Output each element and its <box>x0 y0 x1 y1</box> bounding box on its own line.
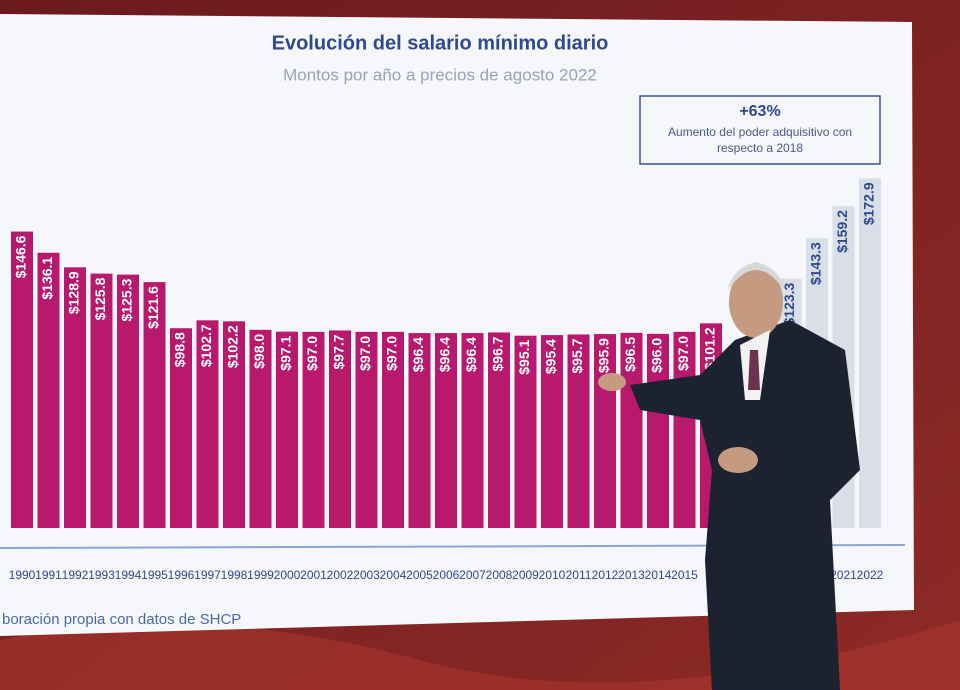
value-label: $143.3 <box>808 242 824 285</box>
value-label: $128.9 <box>66 271 82 314</box>
bar <box>461 333 484 528</box>
bar <box>64 267 86 528</box>
x-tick-label: 1993 <box>88 568 115 582</box>
x-tick-label: 2005 <box>406 568 433 582</box>
x-tick-label: 1990 <box>9 568 36 582</box>
bar <box>435 333 457 528</box>
x-tick-label: 2012 <box>592 568 619 582</box>
x-tick-label: 2011 <box>566 568 592 582</box>
value-label: $96.4 <box>437 337 453 372</box>
bar <box>90 273 113 528</box>
value-label: $125.8 <box>92 277 108 320</box>
x-tick-label: 1999 <box>247 568 274 582</box>
bar <box>11 231 33 528</box>
x-tick-label: 1995 <box>141 568 168 582</box>
value-label: $97.0 <box>357 336 373 371</box>
bar <box>514 335 537 528</box>
person-head <box>729 266 783 338</box>
x-tick-label: 1998 <box>221 568 248 582</box>
x-tick-label: 2010 <box>539 568 566 582</box>
bar <box>859 178 881 528</box>
x-tick-label: 2002 <box>327 568 354 582</box>
person-hair <box>728 262 784 290</box>
bar <box>196 320 219 528</box>
x-tick-label: 2009 <box>512 568 539 582</box>
x-tick-label: 2001 <box>300 568 327 582</box>
x-tick-label: 2003 <box>353 568 380 582</box>
bar <box>37 252 60 528</box>
bar <box>302 331 325 528</box>
value-label: $101.2 <box>702 327 718 370</box>
value-label: $95.7 <box>569 338 585 373</box>
x-tick-label: 1991 <box>35 568 62 582</box>
value-label: $96.5 <box>622 337 638 372</box>
bar <box>329 330 351 528</box>
bar <box>223 321 245 528</box>
bar <box>382 331 404 528</box>
person <box>598 262 860 690</box>
bar <box>355 331 378 528</box>
annotation-headline: +63% <box>739 103 780 120</box>
x-tick-label: 2007 <box>459 568 486 582</box>
annotation-text: Aumento del poder adquisitivo con respec… <box>667 125 853 155</box>
x-tick-label: 1997 <box>194 568 221 582</box>
x-tick-label: 2008 <box>486 568 513 582</box>
person-tie <box>748 350 760 390</box>
value-label: $96.4 <box>410 337 426 372</box>
bar <box>567 334 590 528</box>
bar <box>143 282 166 528</box>
value-label: $98.8 <box>172 332 188 367</box>
value-label: $98.0 <box>251 334 267 369</box>
value-label: $97.0 <box>675 336 691 371</box>
value-label: $146.6 <box>13 235 29 278</box>
x-tick-label: 2022 <box>857 568 884 582</box>
value-label: $95.9 <box>596 338 612 373</box>
value-label: $159.2 <box>834 210 850 253</box>
value-label: $102.7 <box>198 324 214 367</box>
x-tick-label: 1996 <box>168 568 195 582</box>
chart-title: Evolución del salario mínimo diario <box>272 32 609 54</box>
x-tick-label: 2013 <box>618 568 645 582</box>
x-tick-label: 2021 <box>830 568 857 582</box>
value-label: $97.0 <box>304 336 320 371</box>
x-tick-label: 2014 <box>645 568 672 582</box>
value-label: $97.7 <box>331 334 347 369</box>
value-label: $96.0 <box>649 338 665 373</box>
value-label: $136.1 <box>39 257 55 300</box>
bar <box>249 329 272 528</box>
x-tick-label: 2004 <box>380 568 407 582</box>
person-suit <box>630 320 860 690</box>
bar <box>488 332 510 528</box>
value-label: $97.1 <box>278 335 294 370</box>
bar <box>170 328 192 528</box>
bar <box>408 333 431 528</box>
value-label: $95.1 <box>516 339 532 374</box>
person-hand <box>718 447 758 473</box>
value-label: $123.3 <box>781 282 797 325</box>
value-label: $95.4 <box>543 339 559 374</box>
source-note: boración propia con datos de SHCP <box>2 611 241 628</box>
backdrop-pattern <box>0 620 960 690</box>
value-label: $121.6 <box>145 286 161 329</box>
x-tick-label: 2006 <box>433 568 460 582</box>
person-hand <box>598 373 626 391</box>
bar <box>117 274 139 528</box>
annotation-box <box>639 95 881 165</box>
x-tick-label: 1994 <box>115 568 142 582</box>
value-label: $125.3 <box>119 278 135 321</box>
value-label: $102.2 <box>225 325 241 368</box>
x-tick-label: 1992 <box>62 568 89 582</box>
x-tick-label: 2015 <box>671 568 698 582</box>
value-label: $96.7 <box>490 336 506 371</box>
annotation-wrap: Aumento del poder adquisitivo con respec… <box>667 125 853 155</box>
bar <box>276 331 298 528</box>
value-label: $172.9 <box>861 182 877 225</box>
value-label: $96.4 <box>463 337 479 372</box>
chart-subtitle: Montos por año a precios de agosto 2022 <box>283 65 597 84</box>
x-tick-label: 2000 <box>274 568 301 582</box>
value-label: $97.0 <box>384 336 400 371</box>
bar <box>541 335 563 528</box>
bar <box>620 332 643 528</box>
